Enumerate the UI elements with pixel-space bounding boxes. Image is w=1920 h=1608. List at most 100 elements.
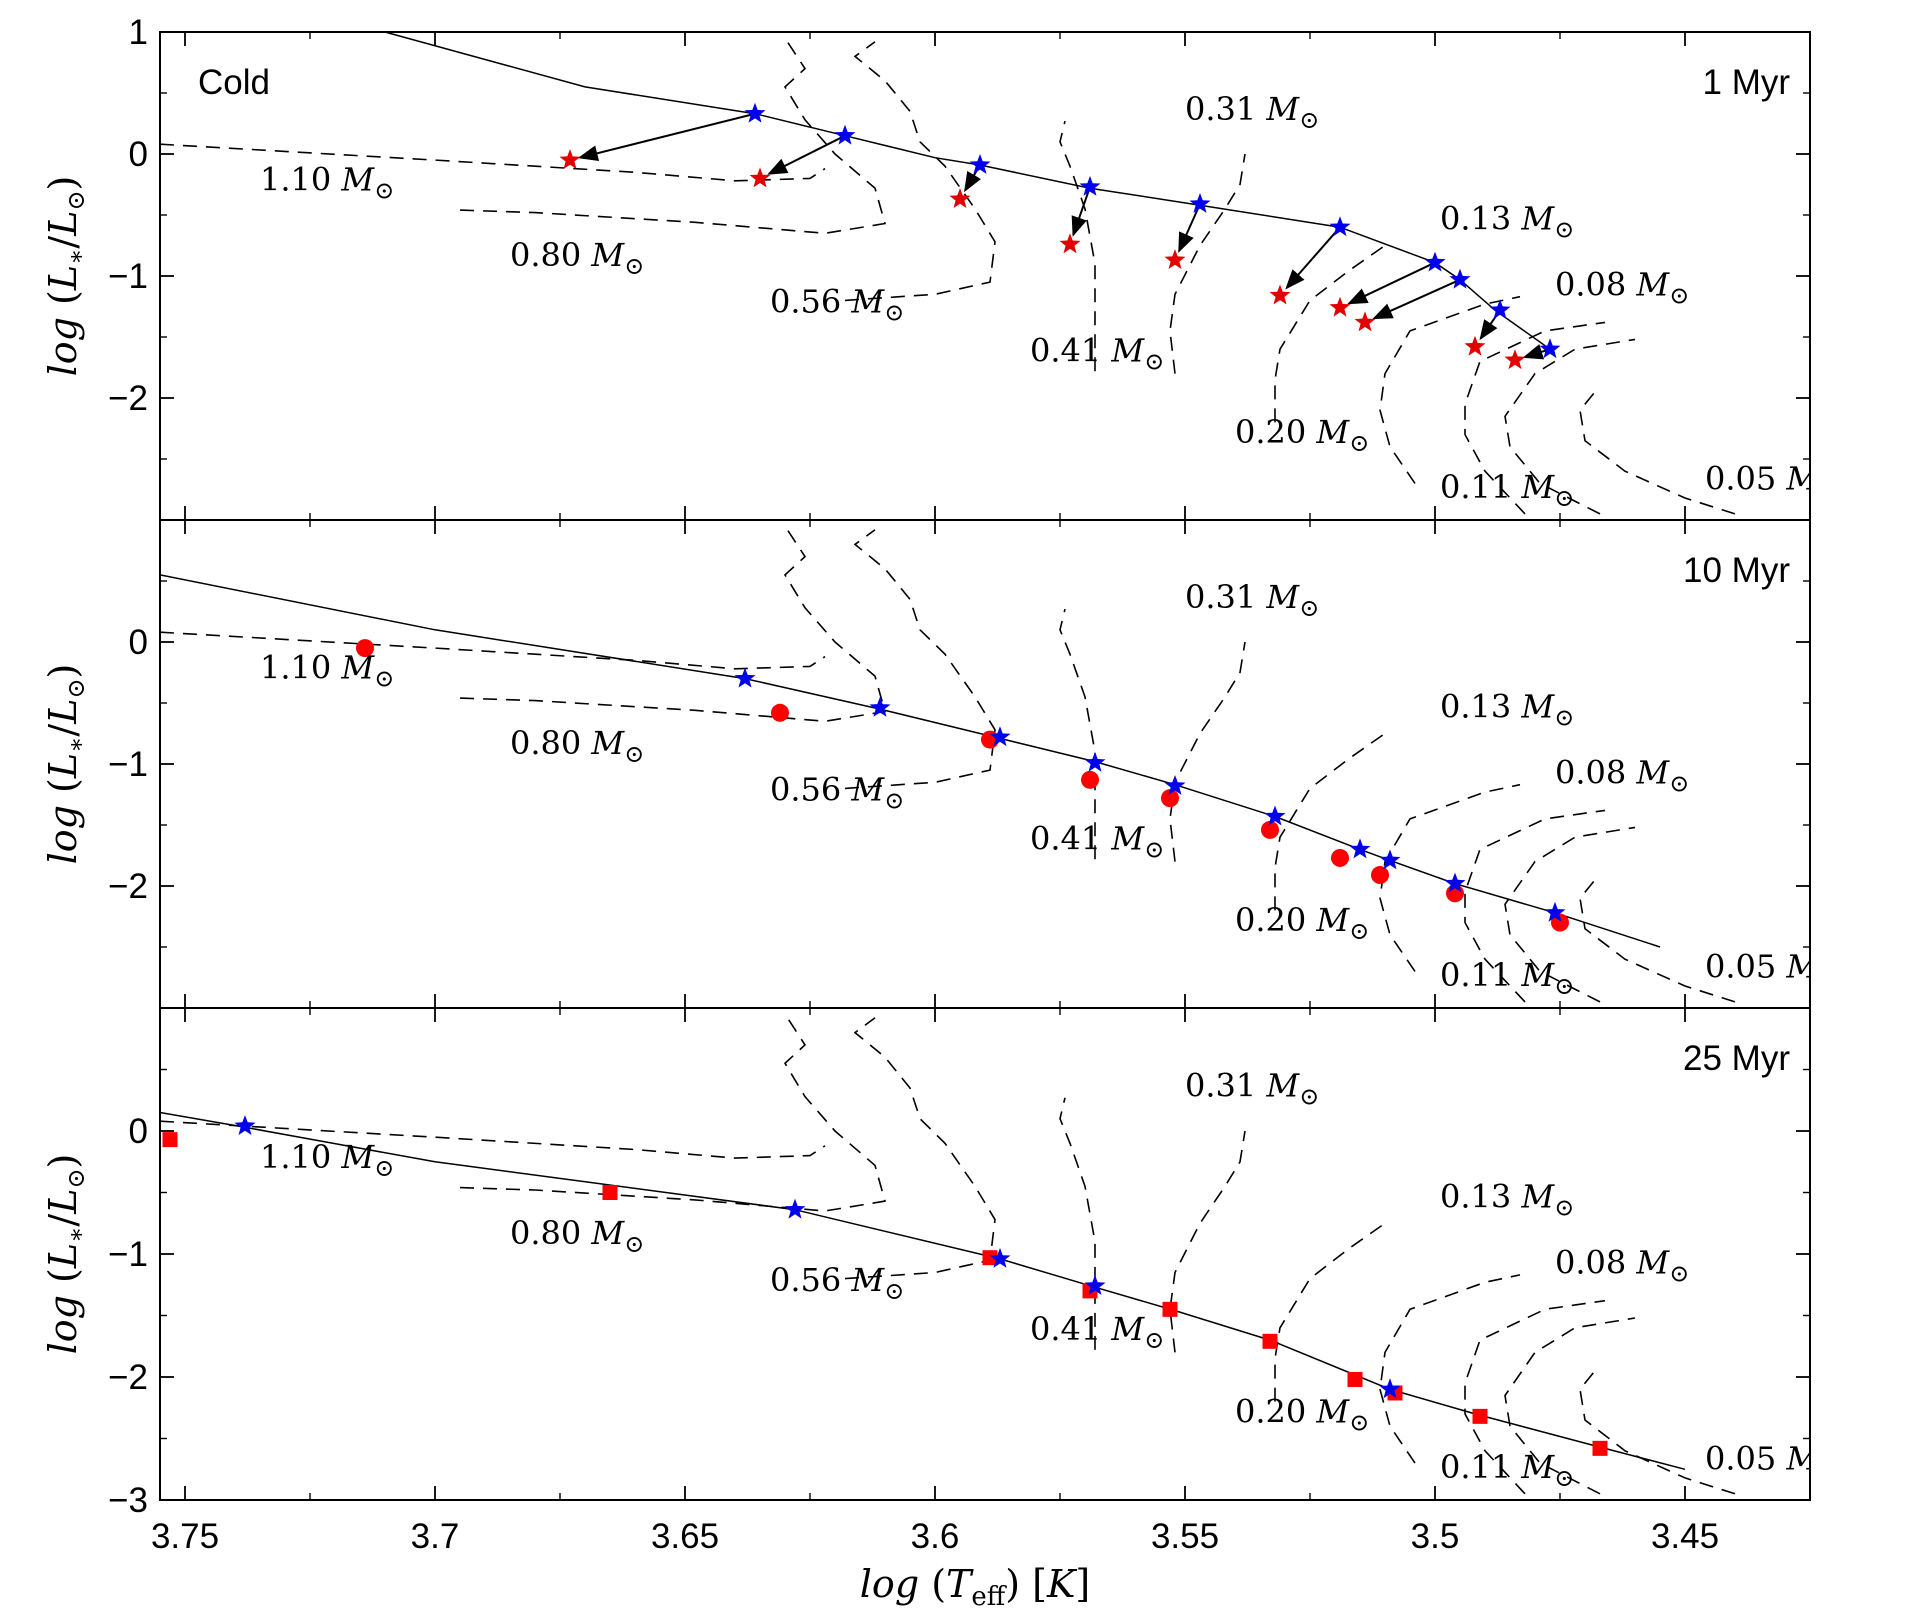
evolution-arrow [767, 134, 846, 175]
y-title-sun: ⊙ [62, 1168, 90, 1188]
y-title-log: log [41, 317, 85, 376]
mass-track-0.41 [1059, 1097, 1096, 1350]
mass-track-0.20 [1274, 244, 1386, 423]
y-title-sun: ⊙ [62, 678, 90, 698]
mass-label-unit: M [1110, 819, 1145, 857]
mass-track-0.13 [1379, 783, 1521, 972]
mass-label: 1.10 M⊙ [260, 649, 394, 693]
blue-star-marker [1164, 775, 1186, 795]
y-title-star: ∗ [62, 1227, 90, 1243]
x-axis-title-eff: eff [971, 1582, 1007, 1608]
y-title-log: log [41, 1295, 85, 1354]
red-circle-marker [1161, 789, 1179, 808]
y-tick-label: 0 [129, 135, 148, 174]
y-tick-label: −3 [108, 1481, 148, 1520]
y-title-L: L [41, 1243, 85, 1269]
mass-track-0.80 [459, 525, 887, 723]
mass-label-value: 0.56 [770, 283, 851, 321]
y-axis-title: log (L∗/L⊙) [41, 1154, 90, 1355]
mass-label-value: 0.11 [1440, 468, 1521, 506]
mass-label: 0.31 M⊙ [1185, 578, 1319, 622]
red-circle-marker [1081, 770, 1099, 789]
mass-label: 0.41 M⊙ [1030, 331, 1164, 375]
mass-label: 0.56 M⊙ [770, 1261, 904, 1305]
blue-star-marker [834, 124, 856, 145]
red-square-marker [1347, 1371, 1363, 1387]
red-star-marker [749, 167, 771, 188]
mass-track-1.10 [160, 143, 826, 182]
mass-label: 0.11 M⊙ [1440, 956, 1574, 1000]
blue-star-marker [1379, 849, 1401, 870]
plot-area: 1.10 M⊙0.80 M⊙0.56 M⊙0.41 M⊙0.31 M⊙0.20 … [160, 32, 1839, 515]
red-star-marker [1329, 296, 1351, 317]
mass-label-value: 0.13 [1440, 1177, 1521, 1215]
blue-star-marker [1489, 299, 1511, 320]
blue-star-marker [744, 102, 766, 123]
mass-label-value: 0.80 [510, 236, 591, 274]
mass-label: 0.13 M⊙ [1440, 200, 1574, 244]
mass-label: 0.11 M⊙ [1440, 1448, 1574, 1492]
x-tick-label: 3.55 [1151, 1517, 1219, 1556]
mass-track-0.31 [1169, 1130, 1246, 1353]
x-tick-label: 3.5 [1411, 1517, 1460, 1556]
mass-track-0.05 [1579, 879, 1736, 1003]
evolution-arrow [1071, 186, 1091, 237]
x-axis-title-K: K [1046, 1562, 1078, 1606]
mass-label-sun: ⊙ [1669, 1260, 1689, 1288]
mass-track-0.31 [1169, 153, 1246, 374]
blue-star-marker [869, 696, 891, 717]
mass-label-sun: ⊙ [1299, 106, 1319, 134]
y-tick-label: −2 [108, 1358, 148, 1397]
mass-label-sun: ⊙ [1349, 917, 1369, 945]
red-square-marker [602, 1185, 618, 1200]
mass-label-sun: ⊙ [1554, 1193, 1574, 1221]
red-circle-marker [356, 639, 374, 658]
mass-label-sun: ⊙ [884, 299, 904, 327]
mass-label-unit: M [1635, 754, 1670, 792]
y-tick-label: 0 [129, 1112, 148, 1151]
mass-label-unit: M [1265, 1067, 1300, 1105]
mass-label-sun: ⊙ [374, 1154, 394, 1182]
mass-label: 0.31 M⊙ [1185, 1067, 1319, 1111]
mass-track-0.41 [1059, 120, 1096, 372]
mass-label-unit: M [1785, 948, 1820, 986]
x-tick-label: 3.75 [151, 1517, 219, 1556]
mass-track-1.10 [160, 631, 826, 670]
panel-3: 1.10 M⊙0.80 M⊙0.56 M⊙0.41 M⊙0.31 M⊙0.20 … [41, 1007, 1811, 1520]
mass-label-value: 0.08 [1555, 754, 1636, 792]
mass-label: 0.80 M⊙ [510, 236, 644, 280]
evolution-arrow [1285, 226, 1341, 290]
evolution-arrow [1347, 261, 1436, 305]
mass-label-sun: ⊙ [1554, 216, 1574, 244]
red-square-marker [982, 1250, 998, 1266]
y-title-paren: ( [41, 778, 85, 805]
panels-layer: 1.10 M⊙0.80 M⊙0.56 M⊙0.41 M⊙0.31 M⊙0.20 … [41, 13, 1839, 1520]
x-axis-title-paren: ( [919, 1562, 946, 1606]
mass-label: 0.11 M⊙ [1440, 468, 1574, 512]
red-circle-marker [1551, 913, 1569, 932]
panel-2: 1.10 M⊙0.80 M⊙0.56 M⊙0.41 M⊙0.31 M⊙0.20 … [41, 519, 1820, 1009]
mass-label-unit: M [850, 283, 885, 321]
x-axis-title-log: log [860, 1562, 919, 1606]
evolution-arrow [1372, 278, 1461, 320]
mass-label-value: 0.11 [1440, 956, 1521, 994]
mass-label-value: 0.13 [1440, 200, 1521, 238]
y-tick-label: −1 [108, 257, 148, 296]
panel-label-right: 25 Myr [1683, 1039, 1790, 1078]
mass-label-unit: M [850, 1261, 885, 1299]
red-square-marker [1472, 1408, 1488, 1424]
y-title-L: L [41, 753, 85, 779]
red-square-marker [162, 1132, 178, 1148]
blue-star-marker [1444, 872, 1466, 893]
mass-label-sun: ⊙ [1144, 1326, 1164, 1354]
mass-label: 0.08 M⊙ [1555, 754, 1689, 798]
mass-label: 0.31 M⊙ [1185, 90, 1319, 134]
mass-label: 0.20 M⊙ [1235, 413, 1369, 457]
evolution-arrow [1178, 203, 1201, 253]
mass-label-sun: ⊙ [1554, 484, 1574, 512]
y-title-Lsun: L [41, 211, 85, 237]
mass-track-0.11 [1464, 321, 1606, 515]
mass-label-sun: ⊙ [1819, 476, 1839, 504]
